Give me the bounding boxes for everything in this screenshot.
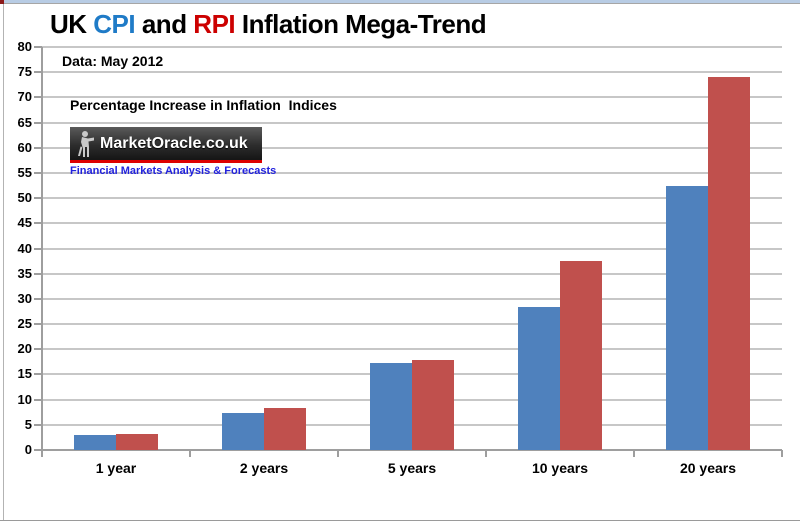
x-axis-category-label: 20 years — [679, 460, 737, 476]
page-top-border — [0, 3, 800, 4]
axis-units-note: Percentage Increase in Inflation Indices — [70, 97, 337, 113]
gridline — [42, 122, 782, 124]
x-axis-category-label: 2 years — [239, 460, 289, 476]
logo-wordmark: MarketOracle.co.uk — [100, 134, 248, 152]
gridline — [42, 273, 782, 275]
y-axis-tick — [34, 323, 42, 325]
y-axis-tick-label: 10 — [17, 392, 32, 407]
y-axis-line — [41, 47, 43, 457]
y-axis-tick-label: 25 — [17, 316, 32, 331]
y-axis-tick-label: 65 — [17, 115, 32, 130]
gridline — [42, 46, 782, 48]
gridline — [42, 96, 782, 98]
y-axis-tick-label: 20 — [17, 341, 32, 356]
y-axis-tick — [34, 449, 42, 451]
bar-rpi-2-years — [264, 408, 306, 450]
gridline — [42, 71, 782, 73]
chart-title-segment: Inflation Mega-Trend — [235, 9, 487, 39]
x-axis-tick — [485, 450, 487, 457]
y-axis-tick — [34, 197, 42, 199]
y-axis-tick-label: 30 — [17, 291, 32, 306]
chart-title-segment: UK — [50, 9, 94, 39]
x-axis-line — [42, 449, 782, 451]
chart-title-segment: RPI — [193, 9, 236, 39]
gridline — [42, 222, 782, 224]
y-axis-tick-label: 80 — [17, 39, 32, 54]
page-top-strip — [0, 0, 800, 3]
bar-cpi-10-years — [518, 307, 560, 450]
y-axis-tick-label: 75 — [17, 64, 32, 79]
y-axis-tick — [34, 399, 42, 401]
bar-rpi-5-years — [412, 360, 454, 450]
y-axis-tick — [34, 298, 42, 300]
x-axis-tick — [633, 450, 635, 457]
logo-tagline: Financial Markets Analysis & Forecasts — [70, 165, 277, 177]
y-axis-tick-label: 60 — [17, 140, 32, 155]
data-date-note: Data: May 2012 — [62, 53, 164, 69]
bar-rpi-20-years — [708, 77, 750, 450]
marketoracle-logo: MarketOracle.co.uk Financial Markets Ana… — [70, 127, 277, 177]
bar-rpi-1-year — [116, 434, 158, 450]
y-axis-tick-label: 35 — [17, 266, 32, 281]
y-axis-tick — [34, 71, 42, 73]
y-axis-tick-label: 5 — [24, 417, 32, 432]
y-axis-tick — [34, 147, 42, 149]
x-axis-tick — [337, 450, 339, 457]
page-corner-accent — [0, 0, 4, 4]
y-axis-tick — [34, 222, 42, 224]
bar-rpi-10-years — [560, 261, 602, 450]
y-axis-tick-label: 50 — [17, 190, 32, 205]
y-axis-tick-label: 70 — [17, 89, 32, 104]
bar-cpi-20-years — [666, 186, 708, 450]
gridline — [42, 298, 782, 300]
x-axis-category-label: 1 year — [95, 460, 137, 476]
logo-box: MarketOracle.co.uk — [70, 127, 262, 160]
page-bottom-border — [0, 520, 800, 521]
chart-title-segment: and — [135, 9, 194, 39]
y-axis-tick — [34, 172, 42, 174]
gridline — [42, 323, 782, 325]
seated-reader-icon — [78, 130, 94, 157]
y-axis-tick-label: 55 — [17, 165, 32, 180]
y-axis-tick-label: 0 — [24, 442, 32, 457]
y-axis-tick — [34, 46, 42, 48]
gridline — [42, 248, 782, 250]
y-axis-tick — [34, 373, 42, 375]
x-axis-category-label: 5 years — [387, 460, 437, 476]
bar-cpi-5-years — [370, 363, 412, 450]
x-axis-tick — [781, 450, 783, 457]
logo-red-rule — [70, 160, 262, 163]
page-left-border — [3, 4, 4, 520]
y-axis-tick — [34, 96, 42, 98]
chart-title: UK CPI and RPI Inflation Mega-Trend — [50, 9, 487, 40]
y-axis-tick — [34, 248, 42, 250]
x-axis-tick — [189, 450, 191, 457]
bar-cpi-1-year — [74, 435, 116, 450]
gridline — [42, 172, 782, 174]
y-axis-tick — [34, 273, 42, 275]
y-axis-tick-label: 45 — [17, 215, 32, 230]
gridline — [42, 147, 782, 149]
x-axis-category-label: 10 years — [531, 460, 589, 476]
gridline — [42, 348, 782, 350]
y-axis-tick — [34, 424, 42, 426]
bar-cpi-2-years — [222, 413, 264, 450]
gridline — [42, 197, 782, 199]
chart-title-segment: CPI — [93, 9, 136, 39]
y-axis-tick — [34, 348, 42, 350]
y-axis-tick-label: 40 — [17, 241, 32, 256]
y-axis-tick — [34, 122, 42, 124]
y-axis-tick-label: 15 — [17, 366, 32, 381]
